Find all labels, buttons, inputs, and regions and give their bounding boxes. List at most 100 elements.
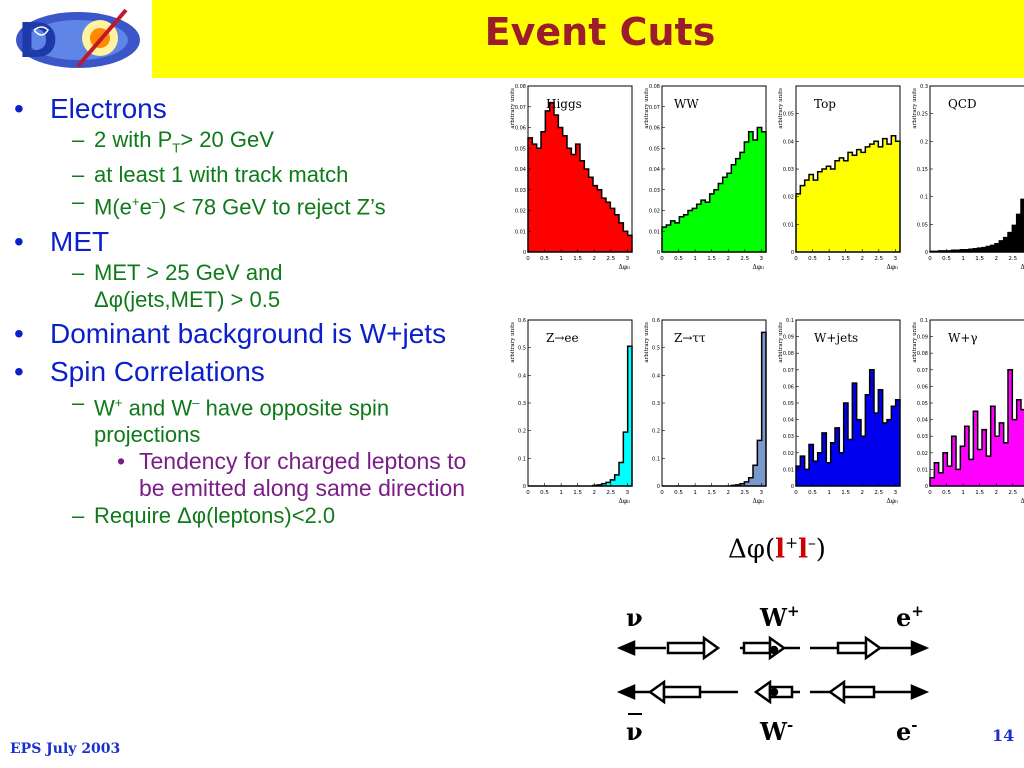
- bullet-spin: Spin Correlations: [14, 355, 494, 389]
- x-tick-label: 1.5: [841, 256, 850, 262]
- x-tick-label: 3: [626, 490, 630, 496]
- x-tick-label: 1.5: [975, 490, 984, 496]
- y-tick-label: 0.07: [917, 368, 928, 374]
- eplus-label: e+: [896, 602, 924, 632]
- x-tick-label: 1.5: [707, 256, 716, 262]
- y-tick-label: 0.02: [783, 451, 794, 457]
- x-tick-label: 2: [592, 490, 596, 496]
- wplus-label: W+: [759, 602, 800, 632]
- y-tick-label: 0: [925, 484, 928, 490]
- x-tick-label: 0: [660, 256, 664, 262]
- spin-diagram: ν W+ e+ ν W- e-: [610, 592, 930, 752]
- plot-label: Higgs: [546, 97, 582, 111]
- y-tick-label: 0.05: [917, 401, 928, 407]
- x-axis-label: Δφₗₗ: [1021, 498, 1024, 505]
- x-tick-label: 2.5: [740, 490, 749, 496]
- bullet-electrons: Electrons: [14, 92, 494, 126]
- histogram-bars: [929, 369, 1024, 487]
- y-tick-label: 0.08: [649, 84, 660, 90]
- x-tick-label: 0.5: [674, 490, 683, 496]
- sub-sub-bullet-tendency: Tendency for charged leptons to be emitt…: [14, 448, 494, 502]
- y-tick-label: 0.1: [920, 318, 928, 324]
- plot-frame: [527, 319, 633, 487]
- y-axis-label: arbitrary units: [912, 88, 918, 129]
- sub-bullet-track: at least 1 with track match: [14, 161, 494, 188]
- y-tick-label: 0.02: [649, 209, 660, 215]
- y-axis-label: arbitrary units: [778, 88, 784, 129]
- plot-label: Z→ττ: [674, 331, 706, 345]
- x-axis-label: Δφₗₗ: [1021, 264, 1024, 271]
- d0-logo: D: [0, 0, 152, 78]
- x-tick-label: 0: [794, 256, 798, 262]
- y-tick-label: 0.07: [515, 105, 526, 111]
- x-tick-label: 0: [526, 490, 530, 496]
- sub-bullet-spin: W+ and W– have opposite spin projections: [14, 389, 494, 448]
- x-tick-label: 2.5: [874, 490, 883, 496]
- x-tick-label: 2: [726, 490, 730, 496]
- y-tick-label: 0.01: [649, 229, 660, 235]
- x-tick-label: 3: [894, 256, 898, 262]
- histogram-bars: [795, 135, 901, 253]
- y-tick-label: 0.02: [515, 209, 526, 215]
- y-tick-label: 0.2: [920, 139, 928, 145]
- page-number: 14: [992, 726, 1015, 745]
- y-tick-label: 0.3: [652, 401, 660, 407]
- y-tick-label: 0.09: [917, 335, 928, 341]
- x-tick-label: 1: [961, 256, 965, 262]
- y-tick-label: 0.06: [515, 126, 526, 132]
- y-axis-label: arbitrary units: [644, 322, 650, 363]
- x-axis-label: Δφₗₗ: [887, 498, 899, 505]
- histogram-grid: Higgs 0 0.01 0.02 0.03 0.04 0.05 0.06 0.07 0.08 0 0…: [500, 78, 1024, 538]
- slide-title: Event Cuts: [484, 10, 716, 54]
- y-tick-label: 0.04: [783, 139, 794, 145]
- x-axis-label: Δφₗₗ: [753, 264, 765, 271]
- x-tick-label: 0: [794, 490, 798, 496]
- x-tick-label: 0.5: [674, 256, 683, 262]
- plot-label: W+jets: [814, 331, 858, 345]
- histogram-bars: [527, 101, 633, 253]
- y-tick-label: 0.07: [783, 368, 794, 374]
- x-tick-label: 3: [894, 490, 898, 496]
- y-tick-label: 0.04: [917, 418, 928, 424]
- y-tick-label: 0.08: [515, 84, 526, 90]
- x-tick-label: 2.5: [1008, 256, 1017, 262]
- sub-bullet-require: Require Δφ(leptons)<2.0: [14, 502, 494, 529]
- neutrino-label: ν: [626, 603, 643, 632]
- histogram-bars: [662, 331, 767, 487]
- y-tick-label: 0.08: [783, 351, 794, 357]
- y-tick-label: 0: [791, 484, 794, 490]
- top-row-arrows: [616, 635, 930, 661]
- y-axis-label: arbitrary units: [912, 322, 918, 363]
- y-tick-label: 0.6: [518, 318, 526, 324]
- y-tick-label: 0.03: [917, 434, 928, 440]
- x-tick-label: 2: [860, 256, 864, 262]
- x-axis-label: Δφₗₗ: [619, 498, 631, 505]
- x-axis-label: Δφₗₗ: [887, 264, 899, 271]
- footer-text: EPS July 2003: [10, 741, 121, 757]
- x-tick-label: 1: [827, 490, 831, 496]
- y-tick-label: 0.1: [518, 456, 526, 462]
- x-tick-label: 0.5: [540, 490, 549, 496]
- y-axis-label: arbitrary units: [510, 88, 516, 129]
- y-tick-label: 0.15: [917, 167, 928, 173]
- y-tick-label: 0.01: [917, 467, 928, 473]
- y-tick-label: 0.1: [652, 456, 660, 462]
- x-tick-label: 0: [928, 490, 932, 496]
- y-tick-label: 0.05: [783, 112, 794, 118]
- bottom-row-arrows: [616, 679, 930, 705]
- x-tick-label: 2: [994, 256, 998, 262]
- x-tick-label: 1.5: [573, 490, 582, 496]
- y-tick-label: 0.4: [652, 373, 660, 379]
- bullet-dominant: Dominant background is W+jets: [14, 317, 494, 351]
- y-axis-label: arbitrary units: [778, 322, 784, 363]
- y-axis-label: arbitrary units: [644, 88, 650, 129]
- y-tick-label: 0.03: [783, 167, 794, 173]
- y-tick-label: 0: [657, 250, 660, 256]
- y-tick-label: 0: [523, 250, 526, 256]
- y-axis-label: arbitrary units: [510, 322, 516, 363]
- y-tick-label: 0.07: [649, 105, 660, 111]
- y-tick-label: 0.05: [783, 401, 794, 407]
- y-tick-label: 0.05: [917, 222, 928, 228]
- plot-label: QCD: [948, 97, 977, 111]
